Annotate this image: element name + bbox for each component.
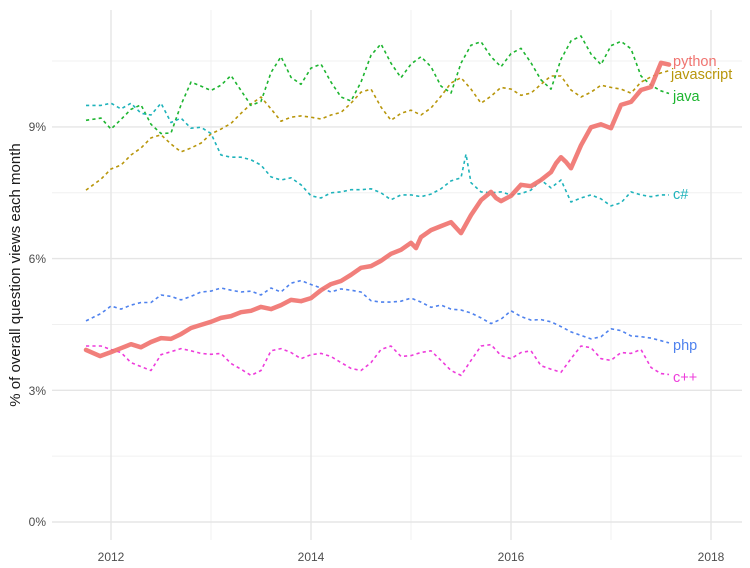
major-gridlines <box>52 10 742 540</box>
y-axis-ticks: 0% 3% 6% 9% <box>29 120 47 529</box>
y-tick-9: 9% <box>29 120 47 134</box>
y-tick-6: 6% <box>29 252 47 266</box>
y-axis-title: % of overall question views each month <box>7 143 24 406</box>
x-tick-2016: 2016 <box>498 550 525 564</box>
label-java: java <box>672 89 701 105</box>
minor-gridlines <box>52 10 742 540</box>
label-cpp: c++ <box>673 370 697 386</box>
series-line-csharp <box>86 102 669 207</box>
x-tick-2014: 2014 <box>298 550 325 564</box>
label-php: php <box>673 338 697 354</box>
x-axis-ticks: 2012 2014 2016 2018 <box>98 550 725 564</box>
series-line-php <box>85 279 670 344</box>
series-direct-labels: python javascript java c# php c++ <box>670 54 732 386</box>
x-tick-2012: 2012 <box>98 550 125 564</box>
y-tick-3: 3% <box>29 384 47 398</box>
y-tick-0: 0% <box>29 515 47 529</box>
series-line-javascript <box>85 69 670 191</box>
series-line-python <box>83 60 672 359</box>
x-tick-2018: 2018 <box>698 550 725 564</box>
series-line-cpp <box>86 343 670 377</box>
series-line-java <box>85 35 670 135</box>
label-javascript: javascript <box>670 67 732 83</box>
label-python: python <box>673 54 717 70</box>
label-csharp: c# <box>673 187 688 203</box>
series-lines <box>83 35 672 377</box>
